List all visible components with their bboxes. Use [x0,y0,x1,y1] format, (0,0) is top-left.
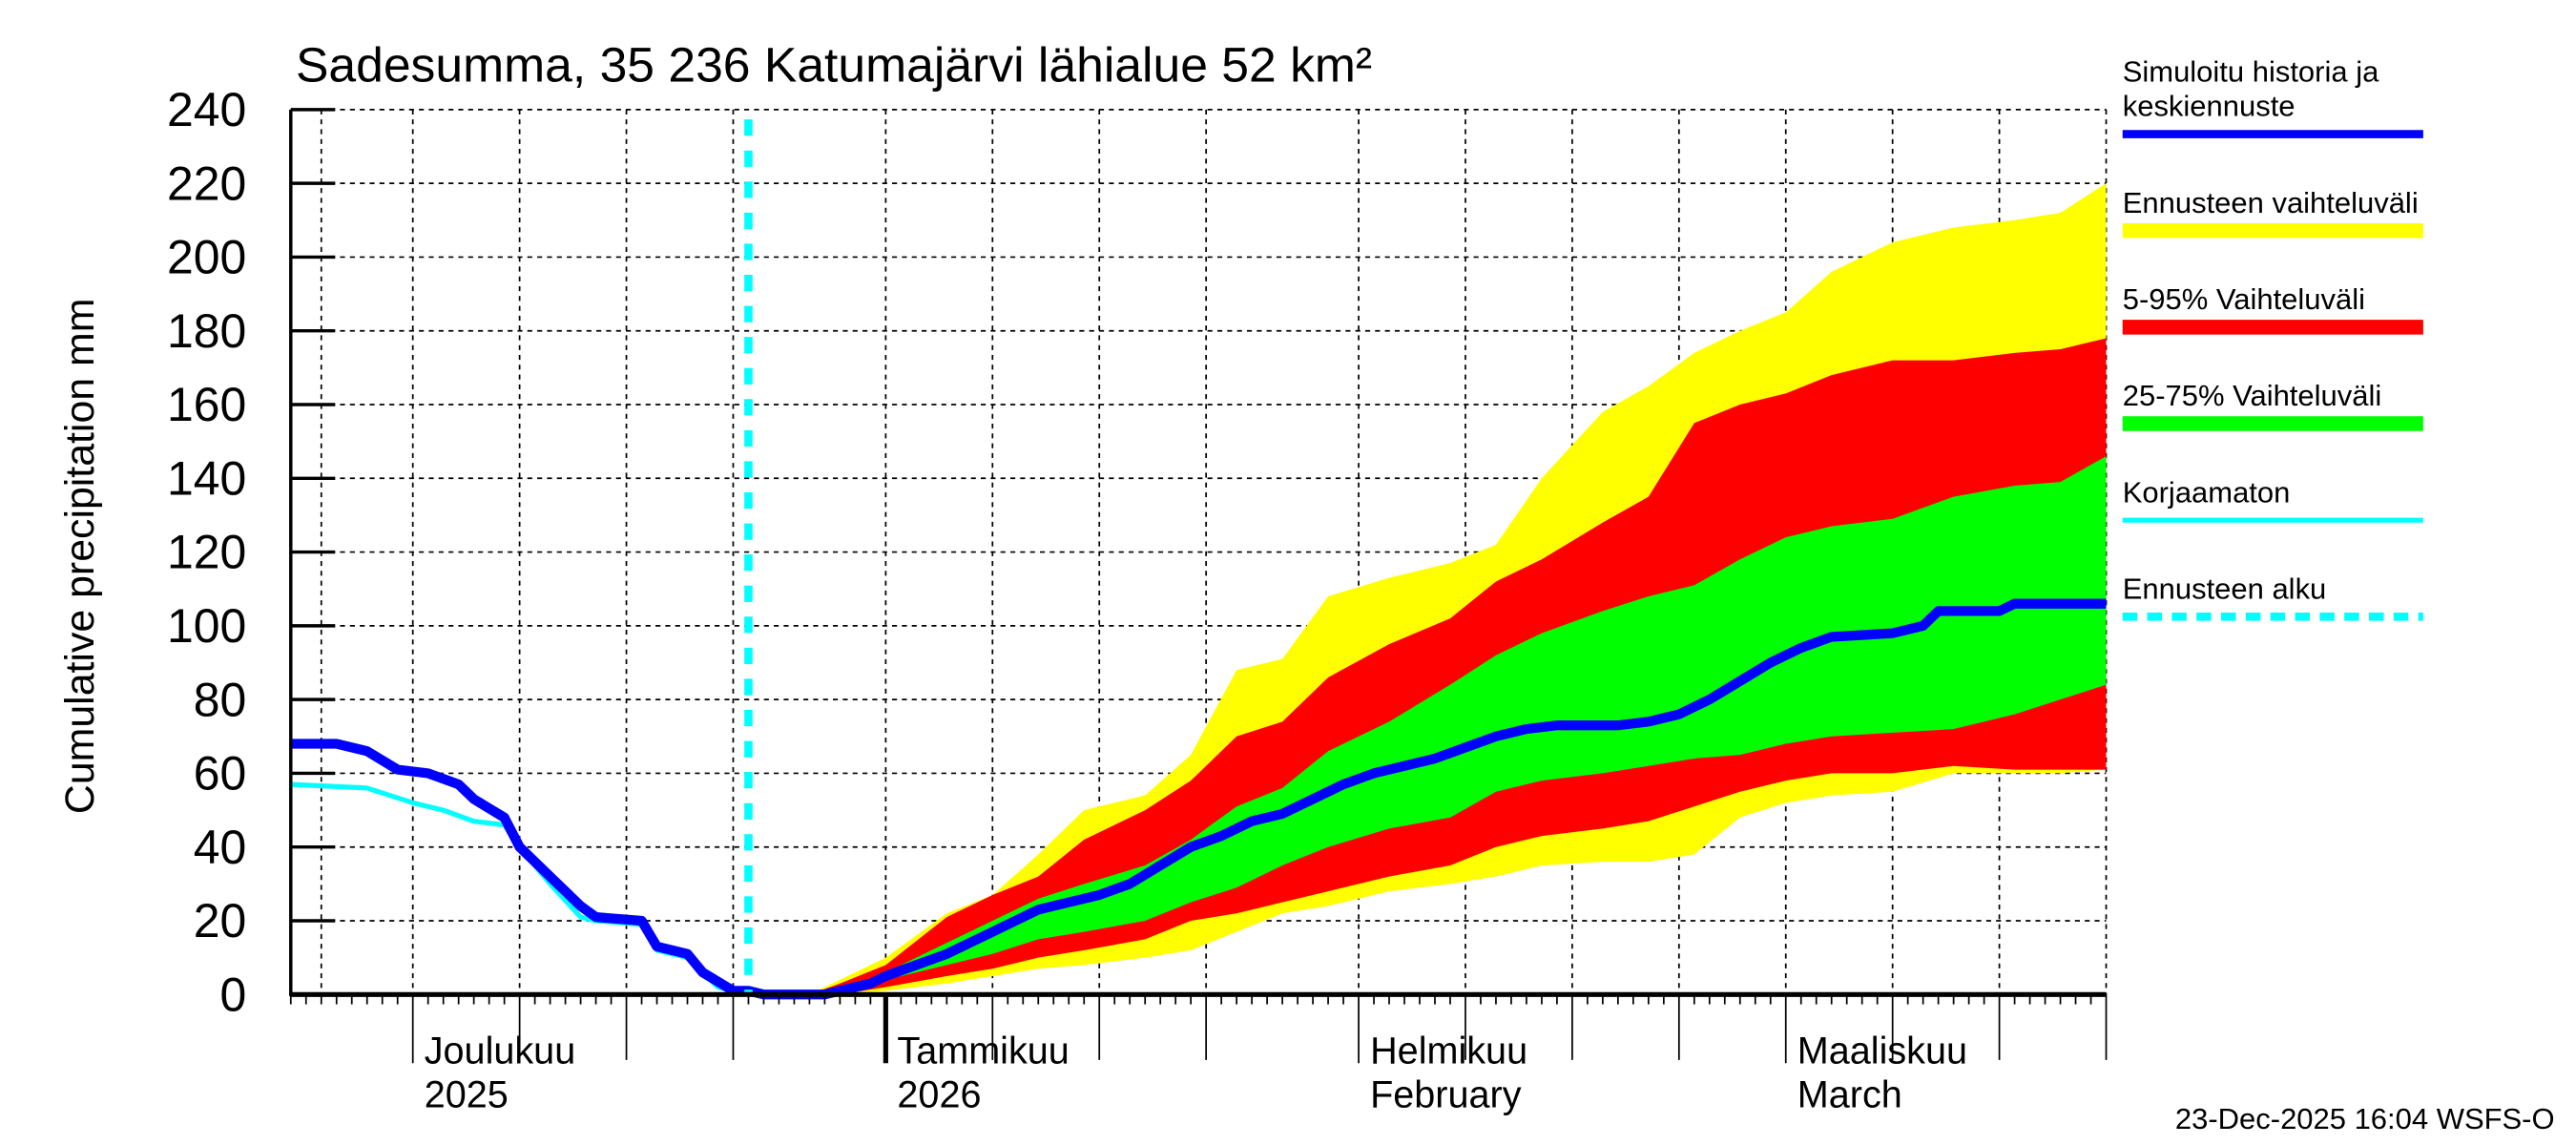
x-year-label: March [1797,1074,1902,1116]
legend-label: Ennusteen alku [2123,572,2327,605]
y-tick-label: 160 [167,378,246,431]
x-month-label: Tammikuu [897,1030,1069,1072]
y-tick-label: 120 [167,526,246,579]
band-5-95 [809,338,2107,995]
timestamp: 23-Dec-2025 16:04 WSFS-O [2175,1102,2555,1135]
bands [809,183,2107,995]
y-tick-label: 240 [167,83,246,136]
band-25-75 [809,456,2107,995]
y-tick-label: 0 [220,968,247,1022]
y-axis-label: Cumulative precipitation mm [57,299,103,814]
x-year-label: 2025 [425,1074,509,1116]
x-year-label: February [1370,1074,1522,1116]
lines [290,119,2107,1000]
x-year-label: 2026 [897,1074,981,1116]
legend-label: Ennusteen vaihteluväli [2123,186,2419,219]
legend-label: Simuloitu historia ja [2123,55,2379,89]
y-tick-label: 80 [194,673,247,726]
legend-label: keskiennuste [2123,90,2296,123]
chart-title: Sadesumma, 35 236 Katumajärvi lähialue 5… [296,37,1372,93]
y-tick-label: 140 [167,452,246,506]
band-forecast-range [809,183,2107,995]
axes: 0 20 40 60 80 100 120 140 160 180 200 220 240 Jouluku… [167,83,2108,1116]
simulated-mean-line [290,598,2107,1000]
y-tick-label: 60 [194,747,247,801]
x-month-label: Joulukuu [425,1030,575,1072]
x-month-label: Helmikuu [1370,1030,1527,1072]
legend-label: 5-95% Vaihteluväli [2123,282,2365,316]
x-month-label: Maaliskuu [1797,1030,1967,1072]
y-tick-label: 20 [194,894,247,947]
y-tick-label: 40 [194,821,247,874]
legend-label: Korjaamaton [2123,475,2291,509]
y-tick-label: 180 [167,304,246,358]
uncorrected-line [290,781,735,993]
legend-label: 25-75% Vaihteluväli [2123,379,2381,412]
y-tick-label: 220 [167,156,246,210]
y-tick-label: 200 [167,231,246,284]
y-tick-label: 100 [167,599,246,653]
